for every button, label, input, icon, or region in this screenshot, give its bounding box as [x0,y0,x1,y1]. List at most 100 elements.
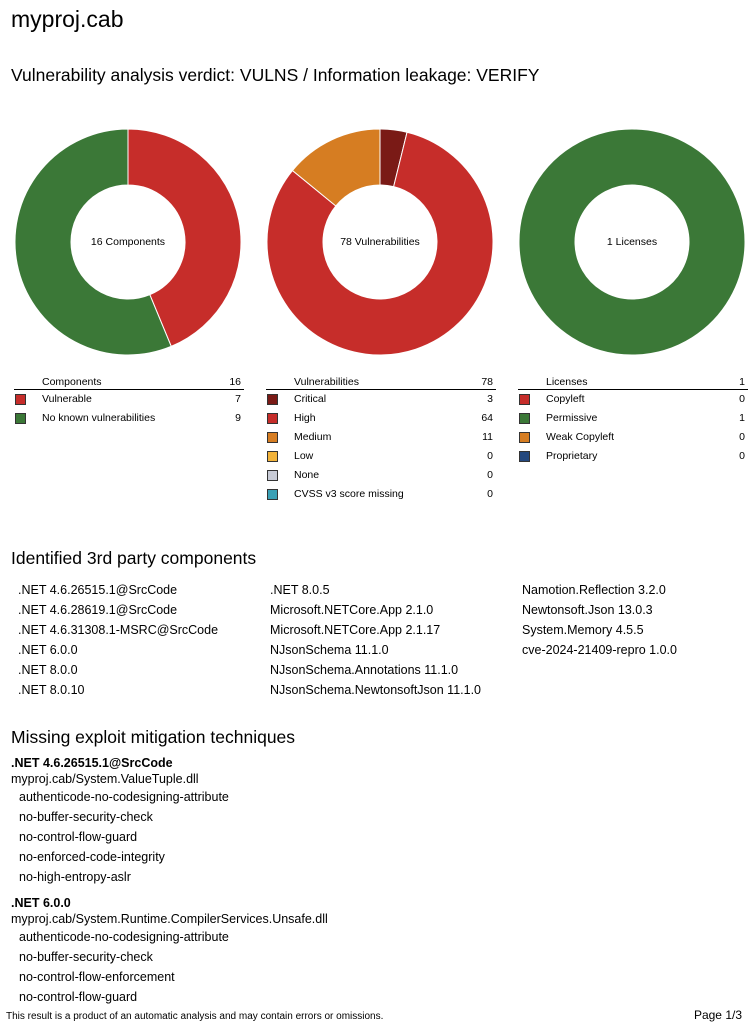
legend-count: 3 [487,393,493,405]
legend-swatch [267,451,278,462]
legend-label: High [294,412,316,424]
component-item: .NET 8.0.10 [18,683,85,697]
legend-count: 0 [739,393,745,405]
mitigation-technique: no-control-flow-guard [19,990,138,1004]
component-item: .NET 4.6.26515.1@SrcCode [18,583,178,597]
legend-count: 0 [487,469,493,481]
legend-label: Low [294,450,314,462]
licenses-donut: 1 Licenses [518,128,746,356]
legend-swatch [267,413,278,424]
component-item: NJsonSchema 11.1.0 [270,643,389,657]
legend-label: Critical [294,393,327,405]
legend-header-total: 78 [481,376,493,388]
legend-row-high: High 64 [266,409,496,428]
donut-slice-permissive [518,128,746,356]
legend-swatch [519,451,530,462]
legend-count: 0 [739,431,745,443]
mitigation-technique: no-control-flow-guard [19,830,138,844]
legend-row-low: Low 0 [266,447,496,466]
legend-label: Permissive [546,412,598,424]
mitigation-component: .NET 6.0.0 [11,896,71,910]
components-heading: Identified 3rd party components [11,548,257,568]
legend-count: 11 [482,431,493,443]
legend-row-weak-copyleft: Weak Copyleft 0 [518,428,748,447]
legend-count: 0 [487,450,493,462]
legend-row-proprietary: Proprietary 0 [518,447,748,466]
licenses-donut-svg [518,128,746,356]
component-item: .NET 4.6.31308.1-MSRC@SrcCode [18,623,219,637]
donut-slice-no-known-vulnerabilities [14,128,172,356]
mitigation-group: .NET 4.6.26515.1@SrcCode myproj.cab/Syste… [11,755,731,887]
legend-swatch [267,394,278,405]
legend-header-total: 16 [229,376,241,388]
components-donut: 16 Components [14,128,242,356]
mitigation-file-path: myproj.cab/System.ValueTuple.dll [11,772,199,786]
legend-header-label: Licenses [546,376,588,388]
legend-swatch [519,394,530,405]
legend-swatch [267,489,278,500]
legend-label: Proprietary [546,450,598,462]
legend-header: Components 16 [14,375,244,390]
mitigation-heading: Missing exploit mitigation techniques [11,727,296,747]
vulnerabilities-donut: 78 Vulnerabilities [266,128,494,356]
components-legend: Components 16 Vulnerable 7 No known vulnerab… [14,375,244,428]
legend-swatch [15,413,26,424]
legend-count: 9 [235,412,241,424]
legend-header: Licenses 1 [518,375,748,390]
components-column: .NET 4.6.26515.1@SrcCode .NET 4.6.28619.1… [18,580,218,700]
mitigation-technique: no-high-entropy-aslr [19,870,131,884]
vulnerabilities-legend: Vulnerabilities 78 Critical 3 High 64 Medium 11… [266,375,496,504]
legend-swatch [267,470,278,481]
donut-slice-high [266,131,494,356]
legend-count: 64 [481,412,493,424]
legend-label: None [294,469,320,481]
mitigation-group: .NET 6.0.0 myproj.cab/System.Runtime.Comp… [11,895,731,1007]
component-item: .NET 4.6.28619.1@SrcCode [18,603,178,617]
mitigation-technique: no-control-flow-enforcement [19,970,175,984]
legend-header-total: 1 [739,376,745,388]
legend-header: Vulnerabilities 78 [266,375,496,390]
component-item: cve-2024-21409-repro 1.0.0 [522,643,677,657]
legend-row-medium: Medium 11 [266,428,496,447]
legend-row-critical: Critical 3 [266,390,496,409]
mitigation-file-path: myproj.cab/System.Runtime.CompilerServic… [11,912,328,926]
mitigation-technique: no-enforced-code-integrity [19,850,165,864]
mitigation-technique: authenticode-no-codesigning-attribute [19,930,229,944]
footer-note: This result is a product of an automatic… [6,1011,384,1022]
legend-header-label: Vulnerabilities [294,376,359,388]
mitigation-component: .NET 4.6.26515.1@SrcCode [11,756,173,770]
component-item: .NET 6.0.0 [18,643,78,657]
components-donut-svg [14,128,242,356]
component-item: Newtonsoft.Json 13.0.3 [522,603,653,617]
legend-row-vulnerable: Vulnerable 7 [14,390,244,409]
legend-swatch [519,413,530,424]
legend-header-label: Components [42,376,102,388]
component-item: .NET 8.0.0 [18,663,78,677]
component-item: System.Memory 4.5.5 [522,623,644,637]
mitigation-list: .NET 4.6.26515.1@SrcCode myproj.cab/Syste… [11,755,731,1015]
component-item: NJsonSchema.NewtonsoftJson 11.1.0 [270,683,481,697]
mitigation-technique: authenticode-no-codesigning-attribute [19,790,229,804]
component-item: .NET 8.0.5 [270,583,330,597]
legend-label: Medium [294,431,332,443]
vulnerabilities-donut-svg [266,128,494,356]
legend-label: No known vulnerabilities [42,412,156,424]
components-column: .NET 8.0.5 Microsoft.NETCore.App 2.1.0 Mic… [270,580,481,700]
component-item: Microsoft.NETCore.App 2.1.0 [270,603,434,617]
legend-label: Copyleft [546,393,585,405]
legend-swatch [267,432,278,443]
legend-row-no-known-vulnerabilities: No known vulnerabilities 9 [14,409,244,428]
legend-row-copyleft: Copyleft 0 [518,390,748,409]
legend-swatch [519,432,530,443]
page-number: Page 1/3 [693,1008,742,1022]
components-column: Namotion.Reflection 3.2.0 Newtonsoft.Json… [522,580,677,660]
legend-count: 0 [487,488,493,500]
legend-row-cvss-v3-score-missing: CVSS v3 score missing 0 [266,485,496,504]
page-title: myproj.cab [11,6,124,32]
legend-row-none: None 0 [266,466,496,485]
component-item: NJsonSchema.Annotations 11.1.0 [270,663,459,677]
legend-row-permissive: Permissive 1 [518,409,748,428]
mitigation-technique: no-buffer-security-check [19,810,153,824]
legend-count: 0 [739,450,745,462]
legend-count: 1 [739,412,745,424]
